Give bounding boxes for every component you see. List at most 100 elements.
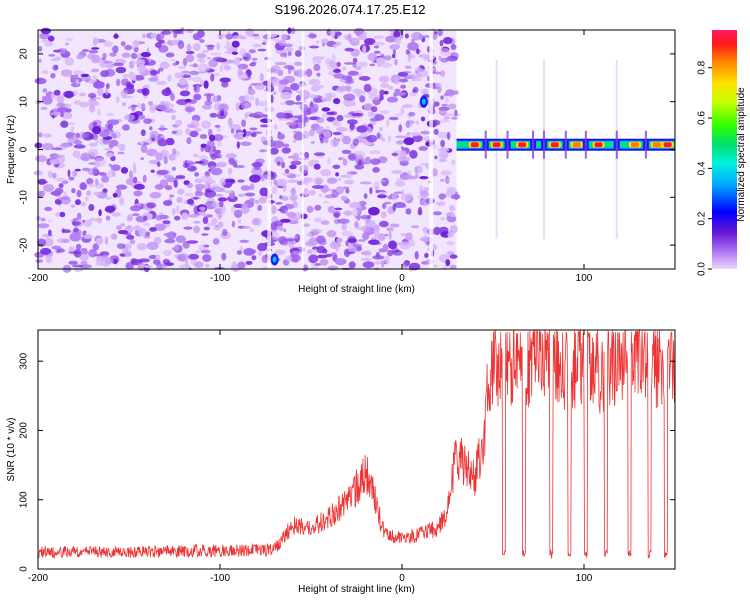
colorbar-tick-label: 0.6 (697, 111, 708, 125)
noise-blob (392, 48, 396, 56)
spectrogram-noise-field (33, 27, 461, 273)
noise-blob (254, 217, 262, 226)
noise-blob (191, 76, 202, 82)
snr-y-tick-label: 300 (19, 352, 30, 369)
noise-blob (288, 117, 299, 121)
noise-blob (105, 197, 112, 200)
noise-blob (214, 124, 221, 128)
noise-blob (75, 199, 81, 206)
noise-blob (249, 228, 254, 233)
noise-blob (306, 205, 314, 213)
noise-blob (51, 245, 62, 250)
noise-blob (130, 52, 138, 60)
noise-blob (363, 249, 372, 257)
noise-blob (446, 215, 457, 223)
noise-blob (433, 101, 440, 107)
noise-blob (313, 152, 326, 157)
noise-blob (294, 102, 304, 105)
noise-blob (249, 197, 255, 203)
noise-blob (175, 235, 186, 244)
noise-blob (387, 85, 394, 90)
colorbar-tick-label: 0.8 (697, 60, 708, 74)
noise-blob (176, 196, 183, 204)
noise-blob (393, 30, 401, 38)
noise-blob (82, 230, 87, 234)
noise-blob (136, 243, 147, 251)
noise-blob (199, 206, 206, 210)
noise-blob (377, 191, 388, 194)
noise-blob (320, 220, 330, 225)
noise-blob (218, 154, 223, 159)
noise-blob (116, 243, 126, 250)
noise-blob (310, 107, 315, 114)
snr-series-line (37, 329, 676, 560)
noise-blob (142, 33, 146, 39)
noise-blob (143, 235, 151, 239)
noise-blob (152, 74, 159, 82)
noise-blob (313, 248, 318, 254)
noise-blob (407, 42, 419, 51)
noise-blob (294, 234, 298, 240)
noise-blob (262, 174, 268, 181)
noise-blob (218, 200, 224, 208)
noise-blob (358, 76, 371, 81)
noise-blob (142, 215, 148, 221)
noise-blob (440, 70, 446, 77)
noise-blob (257, 242, 268, 252)
noise-blob (48, 54, 56, 57)
noise-blob (194, 161, 205, 164)
noise-blob (416, 48, 420, 55)
noise-blob (204, 190, 217, 198)
noise-blob (405, 208, 412, 215)
noise-blob (93, 80, 105, 89)
noise-blob (216, 113, 227, 120)
noise-blob (316, 117, 325, 124)
noise-blob (313, 163, 321, 170)
noise-blob (35, 155, 47, 163)
noise-blob (347, 238, 358, 244)
noise-blob (274, 124, 278, 130)
noise-blob (146, 202, 157, 209)
noise-blob (217, 33, 226, 38)
noise-blob (342, 186, 350, 190)
noise-blob (126, 234, 135, 240)
noise-blob (206, 45, 214, 51)
noise-blob (164, 238, 176, 244)
noise-blob (422, 226, 429, 234)
noise-blob (237, 132, 245, 135)
noise-blob (203, 80, 209, 89)
noise-blob (280, 101, 287, 106)
noise-blob (95, 80, 99, 88)
noise-blob (120, 41, 126, 47)
noise-blob (369, 63, 376, 67)
noise-blob (437, 131, 450, 139)
noise-blob (363, 103, 373, 111)
noise-blob (307, 249, 313, 255)
noise-blob (93, 38, 99, 45)
noise-blob (394, 76, 400, 85)
signal-minimum-streak (532, 130, 535, 159)
noise-blob (276, 112, 286, 119)
noise-blob (94, 157, 106, 167)
noise-blob (367, 111, 375, 117)
noise-blob (224, 51, 234, 54)
noise-blob (451, 116, 458, 120)
noise-blob (357, 61, 368, 68)
noise-blob (450, 194, 461, 200)
noise-blob (362, 45, 367, 54)
noise-blob (373, 35, 385, 40)
signal-minimum-streak (584, 130, 587, 159)
snr-chart: -200 -100 0 100 0 100 200 300 Height of straig… (6, 329, 676, 595)
noise-blob (312, 228, 319, 236)
noise-blob (67, 169, 71, 178)
noise-blob (434, 155, 438, 160)
noise-blob (381, 138, 386, 142)
noise-blob (218, 104, 226, 112)
noise-blob (248, 49, 256, 54)
spectrogram-y-ticks: -20 -10 0 10 20 (19, 48, 675, 252)
noise-blob (419, 176, 429, 180)
noise-blob (381, 260, 385, 268)
noise-blob (449, 254, 458, 259)
noise-blob (96, 217, 103, 224)
noise-blob (129, 170, 133, 180)
